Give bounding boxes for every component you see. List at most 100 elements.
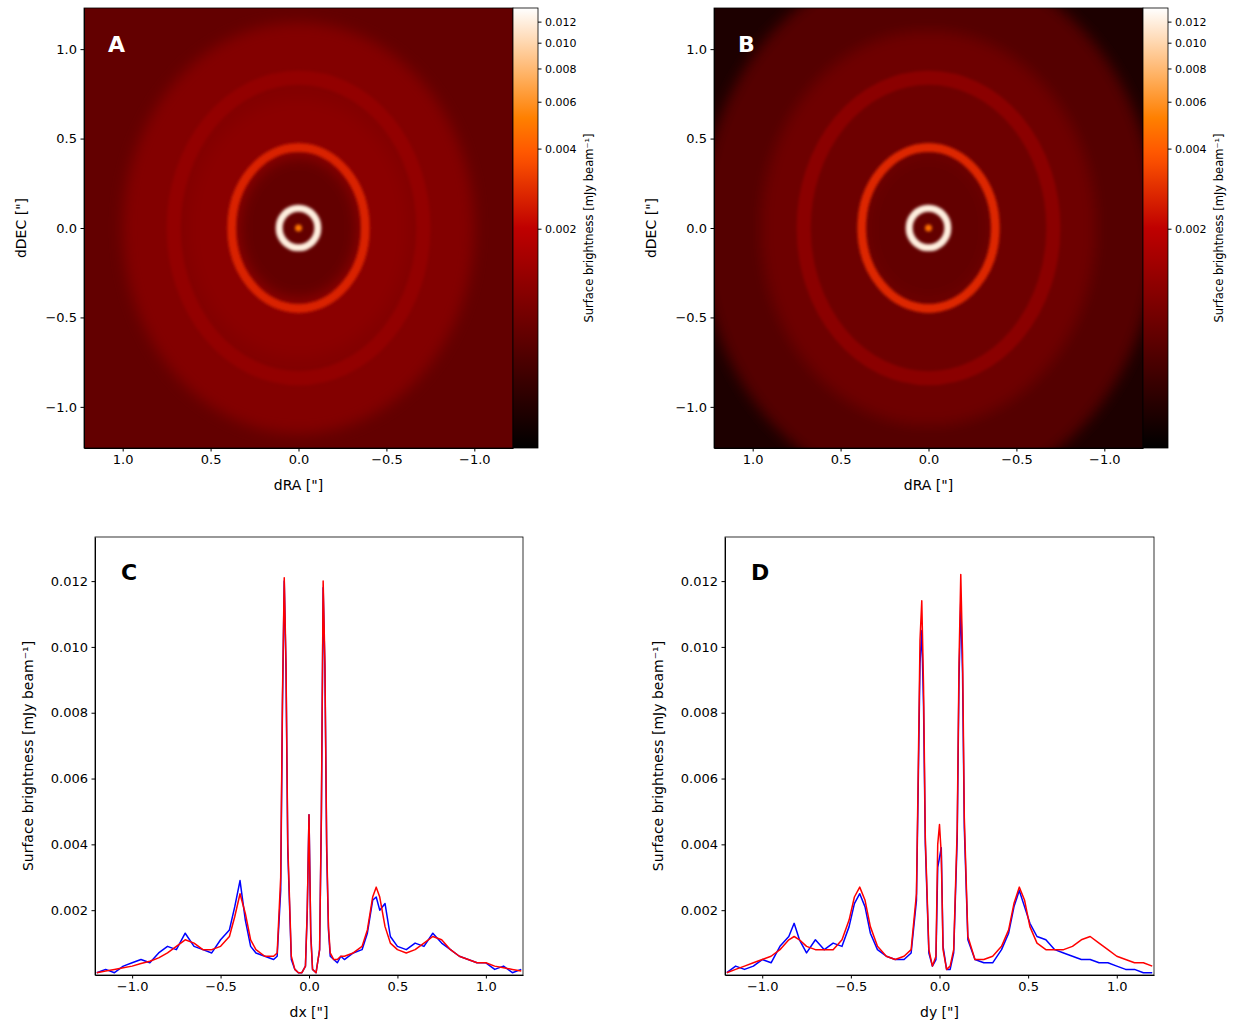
ring: [909, 208, 948, 247]
tick-label: 1.0: [1107, 979, 1128, 994]
colorbar: [1143, 8, 1168, 448]
tick-label: −0.5: [371, 452, 403, 467]
tick: 0.5: [56, 131, 84, 146]
tick-mark: [1168, 22, 1172, 23]
tick-label: −1.0: [45, 400, 77, 415]
tick-label: 0.0: [919, 452, 940, 467]
tick-mark: [711, 407, 715, 408]
panel: −1.0−0.50.00.51.00.0020.0040.0060.0080.0…: [20, 537, 524, 1020]
axis-line: [714, 9, 715, 449]
tick-label: −0.5: [45, 310, 77, 325]
tick-mark: [722, 713, 726, 714]
tick: 0.002: [538, 223, 577, 236]
plot-area: [727, 575, 1152, 973]
tick: −1.0: [459, 448, 491, 467]
tick-mark: [299, 448, 300, 452]
tick-label: −0.5: [836, 979, 868, 994]
series-line: [97, 581, 521, 973]
y-axis-title: dDEC ["]: [643, 198, 659, 258]
tick: 0.0: [299, 975, 320, 994]
tick-label: 0.012: [51, 574, 88, 589]
tick-mark: [711, 139, 715, 140]
tick: 0.010: [538, 37, 577, 50]
tick: −1.0: [117, 975, 149, 994]
tick-mark: [711, 317, 715, 318]
axis: −1.0 −0.5 0.0 0.5 1.0: [45, 9, 84, 449]
tick-mark: [538, 22, 542, 23]
frame: [84, 8, 513, 448]
tick-mark: [81, 407, 85, 408]
tick-mark: [486, 975, 487, 979]
tick-mark: [92, 844, 96, 845]
tick-label: 0.0: [289, 452, 310, 467]
tick-label: 0.006: [51, 771, 88, 786]
tick-label: 0.004: [1175, 143, 1207, 156]
tick: 0.006: [51, 771, 95, 786]
tick-label: 0.008: [1175, 63, 1207, 76]
tick-label: 1.0: [476, 979, 497, 994]
tick-label: −1.0: [459, 452, 491, 467]
tick-label: 0.0: [56, 221, 77, 236]
ring: [862, 148, 996, 309]
tick-label: 0.002: [681, 903, 718, 918]
tick: 1.0: [476, 975, 497, 994]
tick: 0.010: [681, 640, 725, 655]
axis: −1.0−0.50.00.51.0: [726, 975, 1155, 994]
tick-label: 0.010: [51, 640, 88, 655]
tick: 0.5: [388, 975, 409, 994]
tick-mark: [722, 581, 726, 582]
tick-mark: [851, 975, 852, 979]
tick-label: −1.0: [117, 979, 149, 994]
tick: −0.5: [45, 310, 84, 325]
tick-mark: [81, 139, 85, 140]
colorbar-label: Surface brightness [mJy beam⁻¹]: [1212, 133, 1226, 322]
x-axis-title: dRA ["]: [904, 477, 953, 493]
tick: −0.5: [205, 975, 237, 994]
tick-mark: [841, 448, 842, 452]
tick-label: 0.5: [1018, 979, 1039, 994]
tick: −0.5: [1001, 448, 1033, 467]
plot-area: [97, 578, 521, 973]
tick-label: 0.012: [545, 16, 577, 29]
tick-label: −0.5: [205, 979, 237, 994]
axis-line: [84, 9, 85, 449]
tick-mark: [386, 448, 387, 452]
tick-mark: [397, 975, 398, 979]
axis: 0.0020.0040.0060.0080.0100.012: [681, 538, 726, 976]
tick-mark: [92, 581, 96, 582]
tick: 1.0: [56, 42, 84, 57]
region: [761, 31, 1095, 424]
tick-mark: [1117, 975, 1118, 979]
axis-line: [725, 538, 726, 976]
frame: [714, 8, 1143, 448]
tick-mark: [309, 975, 310, 979]
tick-mark: [92, 779, 96, 780]
tick-mark: [1016, 448, 1017, 452]
tick-mark: [538, 102, 542, 103]
series-line: [727, 601, 1152, 973]
tick: 1.0: [113, 448, 134, 467]
tick: −1.0: [1089, 448, 1121, 467]
tick-mark: [92, 647, 96, 648]
tick-label: −1.0: [675, 400, 707, 415]
y-axis-title: dDEC ["]: [13, 198, 29, 258]
panel-label: B: [738, 32, 755, 57]
tick: 1.0: [1107, 975, 1128, 994]
tick: 0.5: [686, 131, 714, 146]
ring: [174, 78, 424, 378]
tick-label: 0.008: [681, 705, 718, 720]
tick-mark: [538, 149, 542, 150]
tick-label: 0.004: [51, 837, 88, 852]
tick-mark: [81, 228, 85, 229]
axis: −1.0 −0.5 0.0 0.5 1.0: [96, 975, 524, 994]
tick-label: 0.5: [201, 452, 222, 467]
tick-label: 0.004: [681, 837, 718, 852]
tick-mark: [538, 68, 542, 69]
tick: 0.0: [289, 448, 310, 467]
tick-label: 0.0: [930, 979, 951, 994]
tick: 0.5: [1018, 975, 1039, 994]
tick: −0.5: [836, 975, 868, 994]
colorbar: [513, 8, 538, 448]
tick-mark: [1168, 149, 1172, 150]
tick: 0.0: [686, 221, 714, 236]
